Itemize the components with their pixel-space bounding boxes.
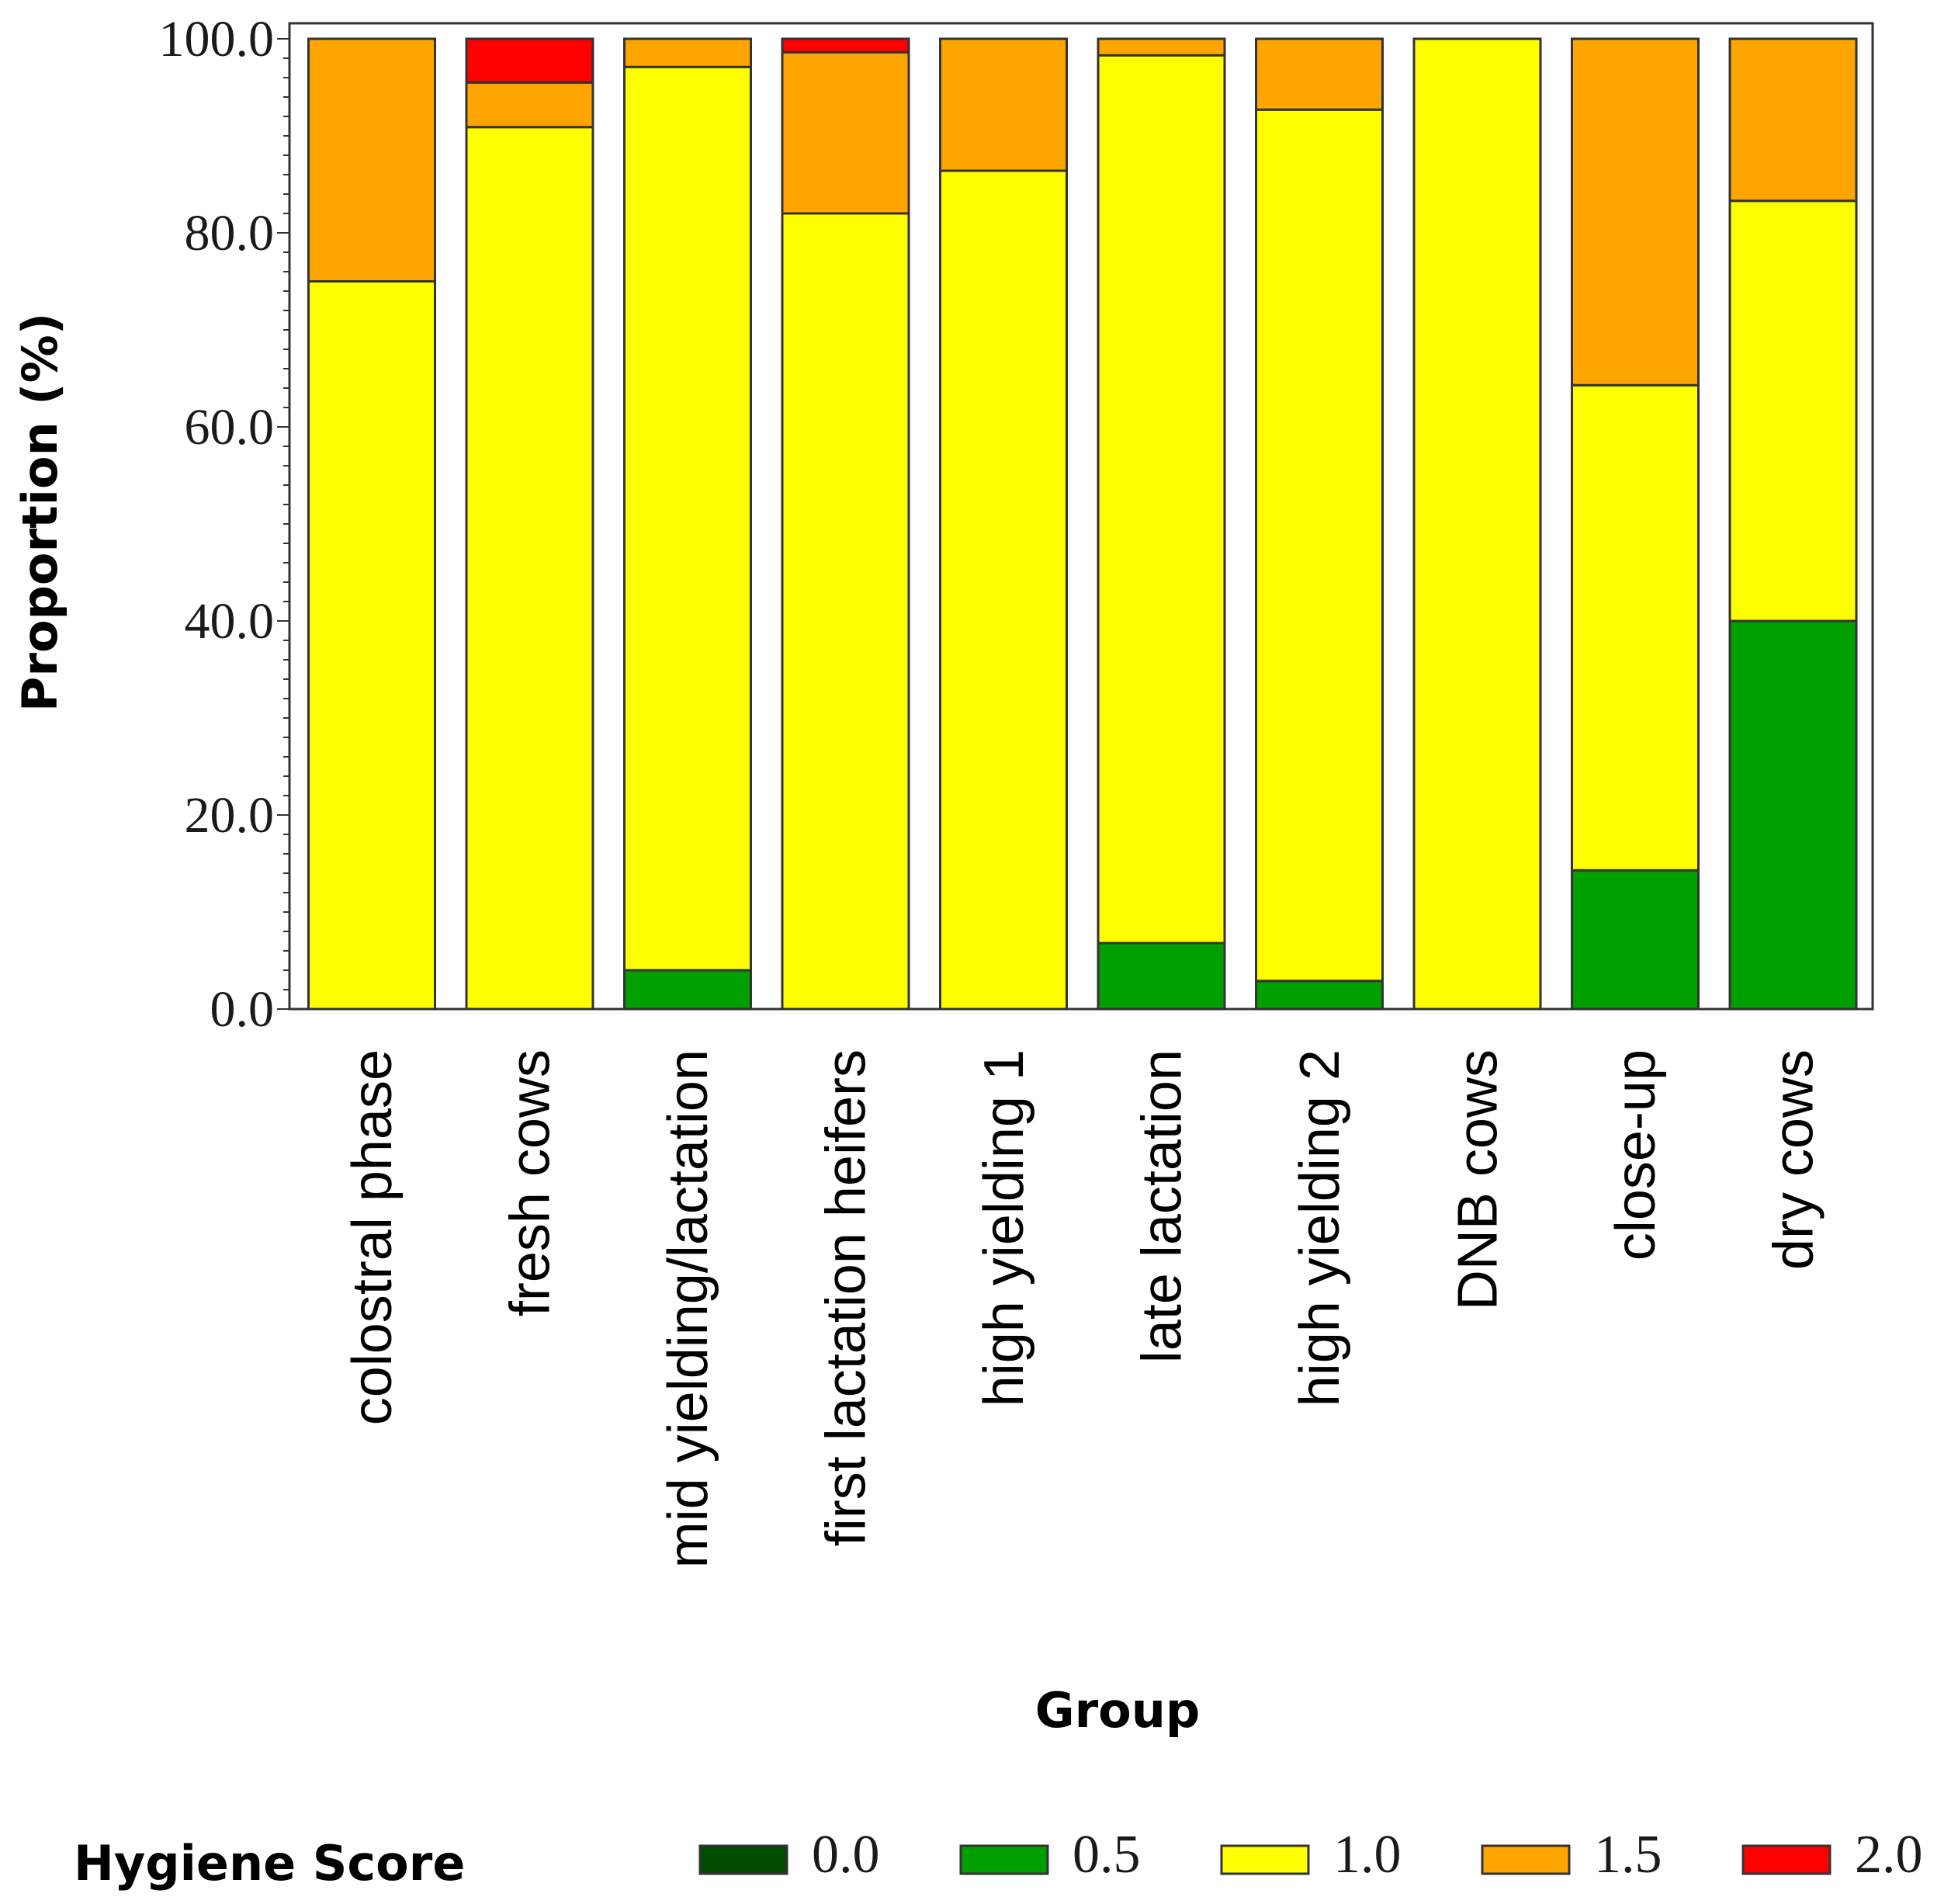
bar-segment-score-2-0 [465, 37, 594, 84]
x-axis-title: Group [1035, 1682, 1201, 1739]
bar-segment-score-1-0 [1255, 108, 1384, 983]
x-category-label: mid yielding/lactation [657, 1049, 719, 1568]
x-category-label: fresh cows [500, 1049, 562, 1316]
bar-segment-score-1-0 [1097, 54, 1226, 945]
bar-segment-score-1-5 [1728, 37, 1858, 203]
plot-area [288, 22, 1874, 1011]
bar-segment-score-0-5 [623, 969, 752, 1011]
bar-segment-score-1-0 [465, 126, 594, 1011]
bar-segment-score-1-5 [623, 37, 752, 68]
y-tick-label: 40.0 [185, 593, 275, 650]
y-tick-label: 80.0 [185, 205, 275, 262]
bar-segment-score-1-5 [1255, 37, 1384, 111]
x-category-label: late lactation [1131, 1049, 1194, 1363]
bar-segment-score-1-5 [939, 37, 1068, 172]
bar-segment-score-1-5 [307, 37, 436, 283]
legend-title: Hygiene Score [74, 1835, 465, 1892]
legend-swatch-0-0 [698, 1844, 788, 1875]
legend-label: 1.0 [1333, 1825, 1402, 1885]
y-tick-label: 60.0 [185, 399, 275, 456]
bar-segment-score-1-5 [1097, 37, 1226, 57]
bar-segment-score-1-5 [781, 51, 910, 215]
bar-segment-score-1-0 [781, 212, 910, 1011]
legend-label: 0.0 [812, 1825, 880, 1885]
legend: Hygiene Score 0.0 0.5 1.0 1.5 2.0 [74, 1825, 1923, 1892]
legend-label: 1.5 [1594, 1825, 1662, 1885]
x-category-label: DNB cows [1447, 1049, 1509, 1310]
x-category-label: high yielding 1 [973, 1049, 1035, 1406]
x-category-label: close-up [1605, 1049, 1667, 1261]
x-axis-category-labels: colostral phase fresh cows mid yielding/la… [341, 1049, 1825, 1568]
x-category-label: colostral phase [341, 1049, 404, 1425]
y-tick-label: 0.0 [210, 981, 275, 1038]
bar-segment-score-2-0 [781, 37, 910, 54]
x-category-label: dry cows [1763, 1049, 1825, 1270]
legend-label: 2.0 [1855, 1825, 1923, 1885]
bar-segment-score-0-5 [1255, 980, 1384, 1011]
bar-segment-score-1-0 [307, 280, 436, 1011]
bar-segment-score-1-5 [1571, 37, 1700, 387]
y-axis-title: Proportion (%) [12, 313, 68, 712]
y-axis: 0.0 20.0 40.0 60.0 80.0 100.0 [159, 11, 289, 1038]
bar-segment-score-0-5 [1571, 869, 1700, 1011]
bar-segment-score-1-0 [1412, 37, 1542, 1011]
x-category-label: high yielding 2 [1289, 1049, 1351, 1406]
bar-segment-score-1-0 [1571, 383, 1700, 872]
legend-swatch-1-5 [1481, 1844, 1571, 1875]
bar-segment-score-1-0 [939, 169, 1068, 1011]
bar-segment-score-0-5 [1728, 619, 1858, 1011]
legend-swatch-0-5 [959, 1844, 1049, 1875]
y-tick-label: 100.0 [159, 11, 275, 68]
bar-segment-score-0-5 [1097, 942, 1226, 1011]
bar-segment-score-1-0 [1728, 199, 1858, 623]
bar-segment-score-1-5 [465, 81, 594, 129]
bars [307, 37, 1858, 1011]
y-tick-label: 20.0 [185, 787, 275, 844]
legend-label: 0.5 [1073, 1825, 1141, 1885]
legend-swatch-2-0 [1741, 1844, 1832, 1875]
bar-segment-score-1-0 [623, 65, 752, 972]
legend-swatch-1-0 [1220, 1844, 1310, 1875]
x-category-label: first lactation heifers [816, 1049, 878, 1546]
